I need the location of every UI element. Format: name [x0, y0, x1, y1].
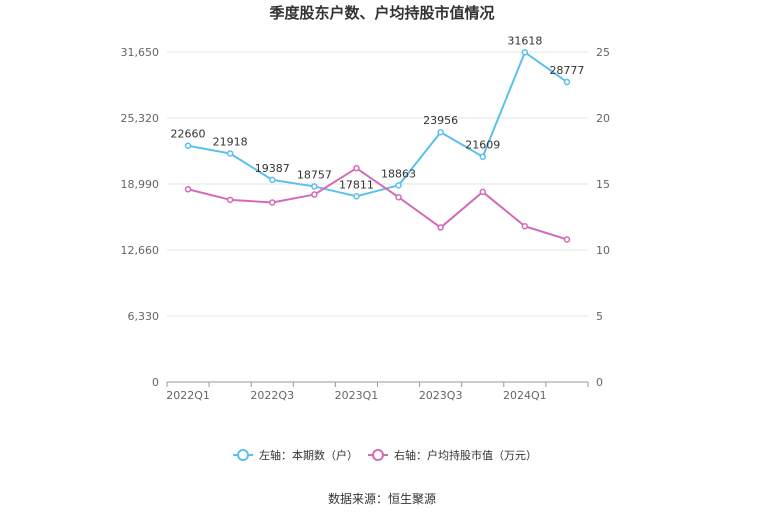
data-point[interactable] [521, 49, 529, 56]
legend-item-2[interactable]: 右轴：户均持股市值（万元） [368, 448, 537, 462]
x-axis-tick-label: 2023Q3 [419, 389, 463, 402]
left-axis-tick-label: 12,660 [121, 244, 160, 257]
legend-swatch-marker [372, 449, 384, 461]
right-axis-tick-label: 20 [596, 112, 610, 125]
left-axis-tick-label: 6,330 [128, 310, 160, 323]
series-line-1 [187, 51, 568, 198]
right-axis-tick-label: 15 [596, 178, 610, 191]
grid [167, 51, 588, 317]
data-label: 22660 [171, 128, 206, 141]
series-line-2 [187, 167, 568, 241]
chart-title: 季度股东户数、户均持股市值情况 [269, 4, 494, 22]
data-point[interactable] [269, 199, 276, 206]
x-axis-tick-label: 2022Q3 [250, 389, 294, 402]
legend-swatch-marker [237, 449, 249, 461]
data-point[interactable] [563, 78, 571, 86]
data-point[interactable] [353, 164, 360, 172]
data-label: 18863 [381, 167, 416, 180]
left-axis-tick-label: 31,650 [121, 46, 160, 59]
data-labels: 22660 21918 19387 18757 17811 18863 23956 21609… [171, 34, 585, 191]
right-axis-tick-label: 0 [596, 376, 603, 389]
legend-label: 右轴：户均持股市值（万元） [394, 448, 537, 462]
data-label: 28777 [549, 64, 584, 77]
x-axis-tick-label: 2023Q1 [335, 389, 379, 402]
left-axis-tick-label: 0 [152, 376, 159, 389]
axes: 0 0 6,330 5 12,660 10 18,990 15 25,320 20 31,650 25… [121, 46, 611, 402]
data-point[interactable] [226, 150, 234, 157]
data-point[interactable] [521, 222, 529, 230]
legend[interactable]: 左轴：本期数（户） 右轴：户均持股市值（万元） [233, 448, 537, 462]
data-label: 17811 [339, 178, 374, 191]
data-point[interactable] [395, 182, 402, 189]
x-axis-tick-label: 2022Q1 [166, 389, 210, 402]
right-axis-tick-label: 5 [596, 310, 603, 323]
data-point[interactable] [437, 128, 444, 136]
data-point[interactable] [437, 224, 444, 231]
data-point[interactable] [479, 188, 486, 196]
data-label: 31618 [507, 34, 542, 47]
data-point[interactable] [311, 191, 318, 198]
data-label: 21609 [465, 139, 500, 152]
data-point[interactable] [563, 236, 571, 243]
source-note: 数据来源：恒生聚源 [328, 491, 436, 506]
right-axis-tick-label: 25 [596, 46, 610, 59]
data-point[interactable] [311, 183, 318, 190]
data-point[interactable] [184, 186, 192, 193]
data-point[interactable] [353, 193, 360, 200]
data-point[interactable] [395, 193, 402, 201]
series-layer [184, 49, 571, 243]
data-point[interactable] [269, 176, 276, 184]
left-axis-tick-label: 25,320 [121, 112, 160, 125]
legend-label: 左轴：本期数（户） [259, 448, 358, 462]
x-axis-tick-label: 2024Q1 [503, 389, 547, 402]
left-axis-tick-label: 18,990 [121, 178, 160, 191]
data-point[interactable] [479, 153, 486, 160]
data-label: 18757 [297, 168, 332, 181]
right-axis-tick-label: 10 [596, 244, 610, 257]
data-point[interactable] [184, 142, 192, 149]
data-point[interactable] [226, 196, 234, 204]
data-label: 19387 [255, 162, 290, 175]
data-label: 23956 [423, 114, 458, 127]
data-label: 21918 [213, 135, 248, 148]
legend-item-1[interactable]: 左轴：本期数（户） [233, 448, 358, 462]
